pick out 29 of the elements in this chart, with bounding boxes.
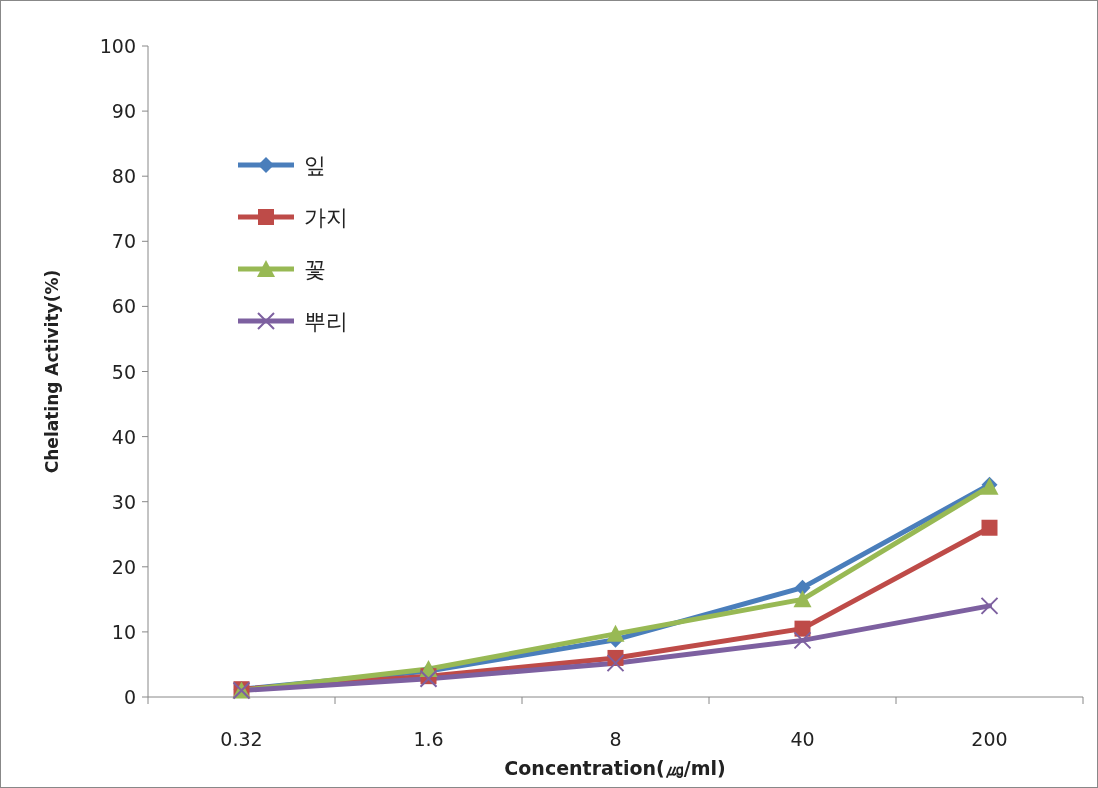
y-tick-label: 40 xyxy=(111,425,136,448)
legend-label: 뿌리 xyxy=(304,309,348,334)
x-tick-label: 1.6 xyxy=(413,728,444,750)
y-tick-label: 90 xyxy=(111,100,136,123)
y-tick-label: 50 xyxy=(111,360,136,383)
x-tick-label: 8 xyxy=(609,728,622,750)
point xyxy=(794,579,811,596)
point xyxy=(981,519,998,536)
y-tick-label: 30 xyxy=(111,490,136,513)
legend-label: 잎 xyxy=(304,153,326,178)
legend-label: 가지 xyxy=(304,205,348,230)
x-axis-title: Concentration(㎍/ml) xyxy=(504,757,726,779)
x-tick-label: 0.32 xyxy=(220,728,263,750)
y-tick-label: 70 xyxy=(111,230,136,253)
x-tick-label: 200 xyxy=(971,728,1008,750)
y-tick-label: 20 xyxy=(111,555,136,578)
legend-label: 꽃 xyxy=(304,257,326,282)
y-tick-label: 10 xyxy=(111,620,136,643)
y-tick-label: 60 xyxy=(111,295,136,318)
point xyxy=(606,654,625,673)
y-tick-label: 0 xyxy=(123,686,136,708)
point xyxy=(793,590,812,608)
y-axis-title: Chelating Activity(%) xyxy=(42,269,62,474)
y-tick-label: 100 xyxy=(99,35,136,57)
x-tick-label: 40 xyxy=(790,728,815,750)
point xyxy=(606,624,625,642)
point xyxy=(793,631,812,650)
point xyxy=(980,596,999,615)
y-tick-label: 80 xyxy=(111,165,136,188)
